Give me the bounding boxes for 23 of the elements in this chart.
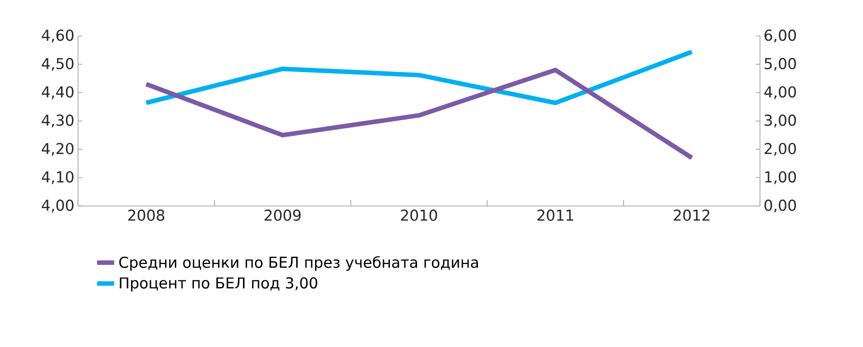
y-tick-label: 4,30 <box>42 114 74 128</box>
y2-tick-label: 0,00 <box>764 200 796 212</box>
y-tick-label: 4,20 <box>42 142 74 156</box>
y-tick-label: 4,50 <box>42 58 74 71</box>
x-tick-label: 2008 <box>128 210 164 221</box>
y-tick-label: 4,60 <box>42 30 74 42</box>
y2-tick-label: 2,00 <box>764 142 796 156</box>
y2-tick-label: 3,00 <box>764 114 796 128</box>
line-series <box>144 50 694 106</box>
x-tick-label: 2012 <box>674 210 710 221</box>
y2-tick-label: 4,00 <box>764 86 796 100</box>
line-series <box>144 68 694 160</box>
x-tick-label: 2009 <box>264 210 301 221</box>
y-tick-label: 4,10 <box>42 171 74 184</box>
y2-tick-label: 6,00 <box>764 30 796 42</box>
y2-tick-label: 1,00 <box>765 171 796 184</box>
x-tick-label: 2011 <box>537 210 574 221</box>
y2-tick-label: 5,00 <box>764 58 796 71</box>
legend-label: Средни оценки по БЕЛ през учебната година <box>119 256 478 271</box>
y-tick-label: 4,40 <box>42 86 74 100</box>
legend-label: Процент по БЕЛ под 3,00 <box>120 277 318 292</box>
y-tick-label: 4,00 <box>42 200 74 212</box>
x-tick-label: 2010 <box>401 210 438 221</box>
